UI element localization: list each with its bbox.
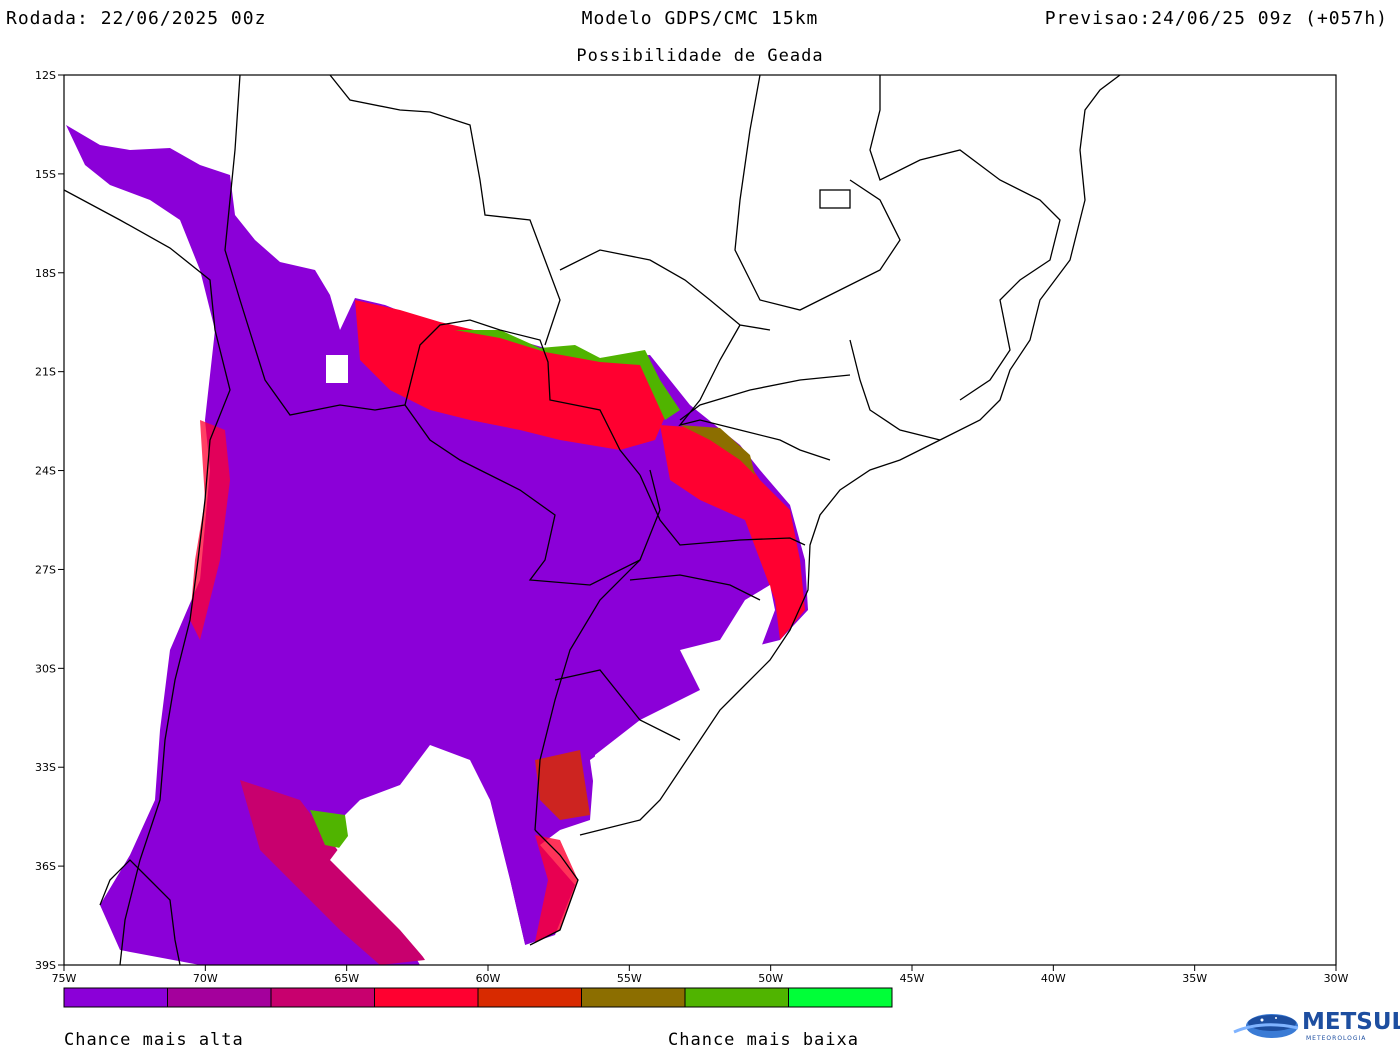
lat-tick-label: 36S (35, 860, 56, 873)
lon-tick-label: 70W (193, 972, 218, 985)
legend-high-label: Chance mais alta (64, 1030, 244, 1050)
lat-tick-label: 27S (35, 563, 56, 576)
lon-tick-label: 60W (476, 972, 501, 985)
legend-swatch (270, 987, 375, 1008)
logo-name: METSUL (1302, 1009, 1400, 1035)
frost-gap-coast (590, 725, 690, 830)
political-borders (64, 75, 1121, 965)
legend-swatch (581, 987, 686, 1008)
legend-swatch (167, 987, 272, 1008)
model-label: Modelo GDPS/CMC 15km (581, 8, 819, 29)
lon-tick-label: 40W (1041, 972, 1066, 985)
metsul-logo: METSUL METEOROLOGIA (1232, 1006, 1400, 1046)
lon-tick-label: 30W (1324, 972, 1349, 985)
lat-tick-label: 18S (35, 267, 56, 280)
map-frame (63, 74, 1337, 966)
lat-tick-label: 30S (35, 662, 56, 675)
logo-tagline: METEOROLOGIA (1306, 1035, 1367, 1042)
frost-gap-island (326, 355, 348, 383)
frost-gap-south (330, 760, 525, 965)
lon-tick-label: 45W (900, 972, 925, 985)
latitude-axis: 12S 15S 18S 21S 24S 27S 30S 33S 36S 39S (35, 69, 64, 972)
longitude-axis: 75W 70W 65W 60W 55W 50W 45W 40W 35W 30W (52, 965, 1349, 985)
legend-low-label: Chance mais baixa (668, 1030, 859, 1050)
legend-swatch (788, 987, 893, 1008)
legend-swatch (374, 987, 479, 1008)
lat-tick-label: 33S (35, 761, 56, 774)
lat-tick-label: 24S (35, 465, 56, 478)
lon-tick-label: 55W (617, 972, 642, 985)
run-time-label: Rodada: 22/06/2025 00z (6, 8, 267, 29)
frost-gap-east (680, 585, 775, 700)
lat-tick-label: 39S (35, 959, 56, 972)
lat-tick-label: 21S (35, 366, 56, 379)
lat-tick-label: 12S (35, 69, 56, 82)
frost-zone-red-patagonia (240, 780, 425, 965)
legend-swatch (684, 987, 789, 1008)
legend-swatch (63, 987, 168, 1008)
lon-tick-label: 35W (1182, 972, 1207, 985)
color-legend (63, 987, 893, 1008)
frost-field (66, 125, 808, 965)
frost-zone-green-east (680, 425, 755, 475)
forecast-time-label: Previsao:24/06/25 09z (+057h) (1044, 8, 1388, 29)
lat-tick-label: 15S (35, 168, 56, 181)
lon-tick-label: 50W (758, 972, 783, 985)
legend-swatch (477, 987, 582, 1008)
frost-zone-red-plata (535, 835, 578, 942)
frost-zone-green-south (310, 810, 350, 850)
frost-zone-green-north (455, 330, 680, 420)
frost-zone-red-east (660, 425, 805, 640)
frost-zone-red-andes (190, 420, 230, 640)
lon-tick-label: 75W (52, 972, 77, 985)
frost-zone-red-south (535, 750, 590, 820)
frost-zone-red-north (355, 300, 670, 450)
map-subtitle: Possibilidade de Geada (576, 46, 824, 66)
lon-tick-label: 65W (334, 972, 359, 985)
globe-icon (1233, 1014, 1299, 1038)
